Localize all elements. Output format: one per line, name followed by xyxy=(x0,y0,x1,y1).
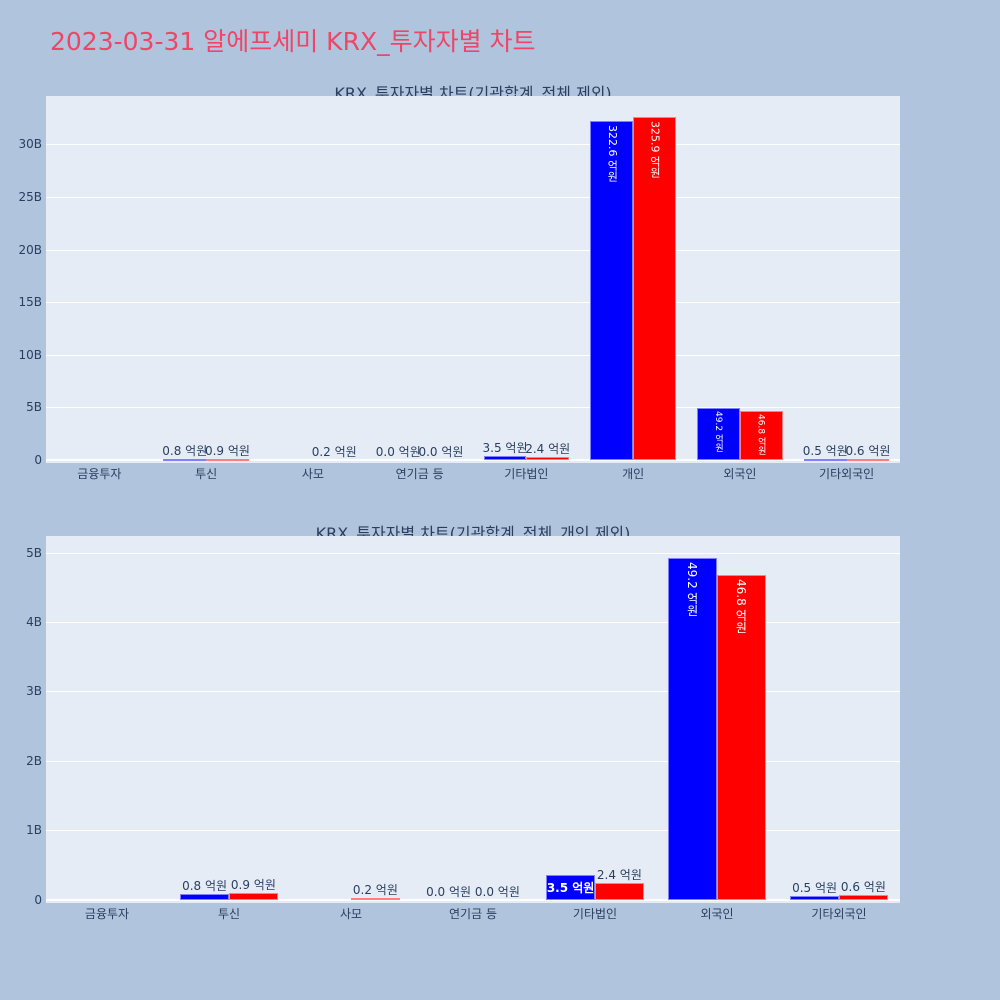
bar-value-label: 0.8 억원 xyxy=(182,878,228,893)
x-tick-label: 사모 xyxy=(339,907,363,921)
gridline xyxy=(46,691,900,693)
y-tick-label: 0 xyxy=(34,452,42,467)
bar-value-label: 0.2 억원 xyxy=(311,444,357,459)
gridline xyxy=(46,144,900,146)
bar-blue[interactable] xyxy=(483,456,527,460)
bar-value-label: 0.5 억원 xyxy=(792,881,838,896)
bar-blue[interactable] xyxy=(546,875,595,900)
gridline xyxy=(46,196,900,198)
zero-line xyxy=(46,458,900,461)
y-tick-label: 15B xyxy=(18,295,42,310)
x-tick-label: 외국인 xyxy=(723,467,757,481)
gridline xyxy=(46,830,900,832)
x-tick-label: 금융투자 xyxy=(84,907,130,921)
bar-red[interactable] xyxy=(526,457,570,460)
gridline xyxy=(46,249,900,251)
y-tick-label: 30B xyxy=(18,137,42,152)
x-tick-label: 연기금 등 xyxy=(395,467,444,481)
bar-value-label: 0.0 억원 xyxy=(426,884,472,899)
gridline xyxy=(46,354,900,356)
bar-value-label: 2.4 억원 xyxy=(596,867,642,882)
bar-red[interactable] xyxy=(739,410,783,460)
plot-area: 0.8 억원 0.9 억원 0.2 억원 0.0 억원 0.0 억원 3.5 억원 2.4 … xyxy=(46,536,900,903)
bar-blue[interactable] xyxy=(697,408,740,460)
bar-red[interactable] xyxy=(206,458,249,461)
bar-value-label: 0.8 억원 xyxy=(162,444,208,458)
bar-value-label: 0.5 억원 xyxy=(802,444,848,459)
bar-value-label: 0.9 억원 xyxy=(230,878,276,893)
y-tick-label: 2B xyxy=(26,753,42,768)
x-tick-label: 투신 xyxy=(217,907,241,921)
bar-red[interactable] xyxy=(595,882,644,900)
y-tick-label: 3B xyxy=(26,684,42,699)
y-tick-label: 10B xyxy=(18,347,42,362)
bar-value-label: 46.8 억원 xyxy=(755,413,766,455)
x-tick-label: 투신 xyxy=(195,467,218,481)
y-tick-label: 1B xyxy=(26,823,42,838)
bar-red[interactable] xyxy=(229,893,278,900)
x-tick-label: 기타법인 xyxy=(504,467,549,481)
zero-line xyxy=(46,898,900,901)
x-tick-label: 사모 xyxy=(301,467,324,481)
bar-red[interactable] xyxy=(839,895,888,900)
y-tick-label: 20B xyxy=(18,242,42,257)
page-title: 2023-03-31 알에프세미 KRX_투자자별 차트 xyxy=(50,27,536,56)
gridline xyxy=(46,302,900,304)
gridline xyxy=(46,407,900,409)
x-tick-label: 금융투자 xyxy=(77,467,122,481)
x-tick-label: 연기금 등 xyxy=(449,907,497,921)
bar-value-label: 322.6 억원 xyxy=(605,124,619,182)
bar-value-label: 0.0 억원 xyxy=(474,884,520,899)
bar-blue[interactable] xyxy=(803,459,847,462)
bar-value-label: 0.6 억원 xyxy=(840,880,886,895)
bar-blue[interactable] xyxy=(180,893,229,900)
bar-value-label: 46.8 억원 xyxy=(733,578,748,634)
x-tick-label: 외국인 xyxy=(700,907,734,921)
y-tick-label: 25B xyxy=(18,189,42,204)
bar-value-label: 49.2 억원 xyxy=(713,411,724,452)
bar-value-label: 3.5 억원 xyxy=(546,881,595,896)
x-tick-label: 기타외국인 xyxy=(819,467,875,481)
x-tick-label: 기타외국인 xyxy=(811,907,867,921)
bar-blue[interactable] xyxy=(590,120,634,460)
bar-value-label: 0.2 억원 xyxy=(352,883,398,898)
y-tick-label: 5B xyxy=(26,400,42,415)
y-tick-label: 0 xyxy=(34,892,42,907)
bar-value-label: 3.5 억원 xyxy=(482,441,528,456)
bar-value-label: 2.4 억원 xyxy=(525,442,571,457)
gridline xyxy=(46,622,900,624)
bar-red[interactable] xyxy=(633,117,676,460)
bar-red[interactable] xyxy=(717,574,766,900)
x-tick-label: 기타법인 xyxy=(572,907,618,921)
bar-blue[interactable] xyxy=(163,459,207,461)
bar-blue[interactable] xyxy=(790,896,839,900)
bar-value-label: 0.6 억원 xyxy=(845,444,891,459)
x-tick-label: 개인 xyxy=(622,467,645,481)
gridline xyxy=(46,552,900,554)
bar-red[interactable] xyxy=(351,898,400,901)
bar-value-label: 0.0 억원 xyxy=(418,444,464,459)
bar-value-label: 325.9 억원 xyxy=(648,121,662,179)
y-tick-label: 5B xyxy=(26,545,42,560)
gridline xyxy=(46,760,900,762)
bar-value-label: 0.9 억원 xyxy=(204,443,250,458)
bar-value-label: 0.0 억원 xyxy=(375,444,421,459)
bar-blue[interactable] xyxy=(668,558,717,900)
bar-value-label: 49.2 억원 xyxy=(685,562,700,617)
bar-red[interactable] xyxy=(846,459,890,462)
plot-area: 0.8 억원 0.9 억원 0.2 억원 0.0 억원 0.0 억원 3.5 억원 2.4 … xyxy=(46,96,900,463)
y-tick-label: 4B xyxy=(26,615,42,630)
